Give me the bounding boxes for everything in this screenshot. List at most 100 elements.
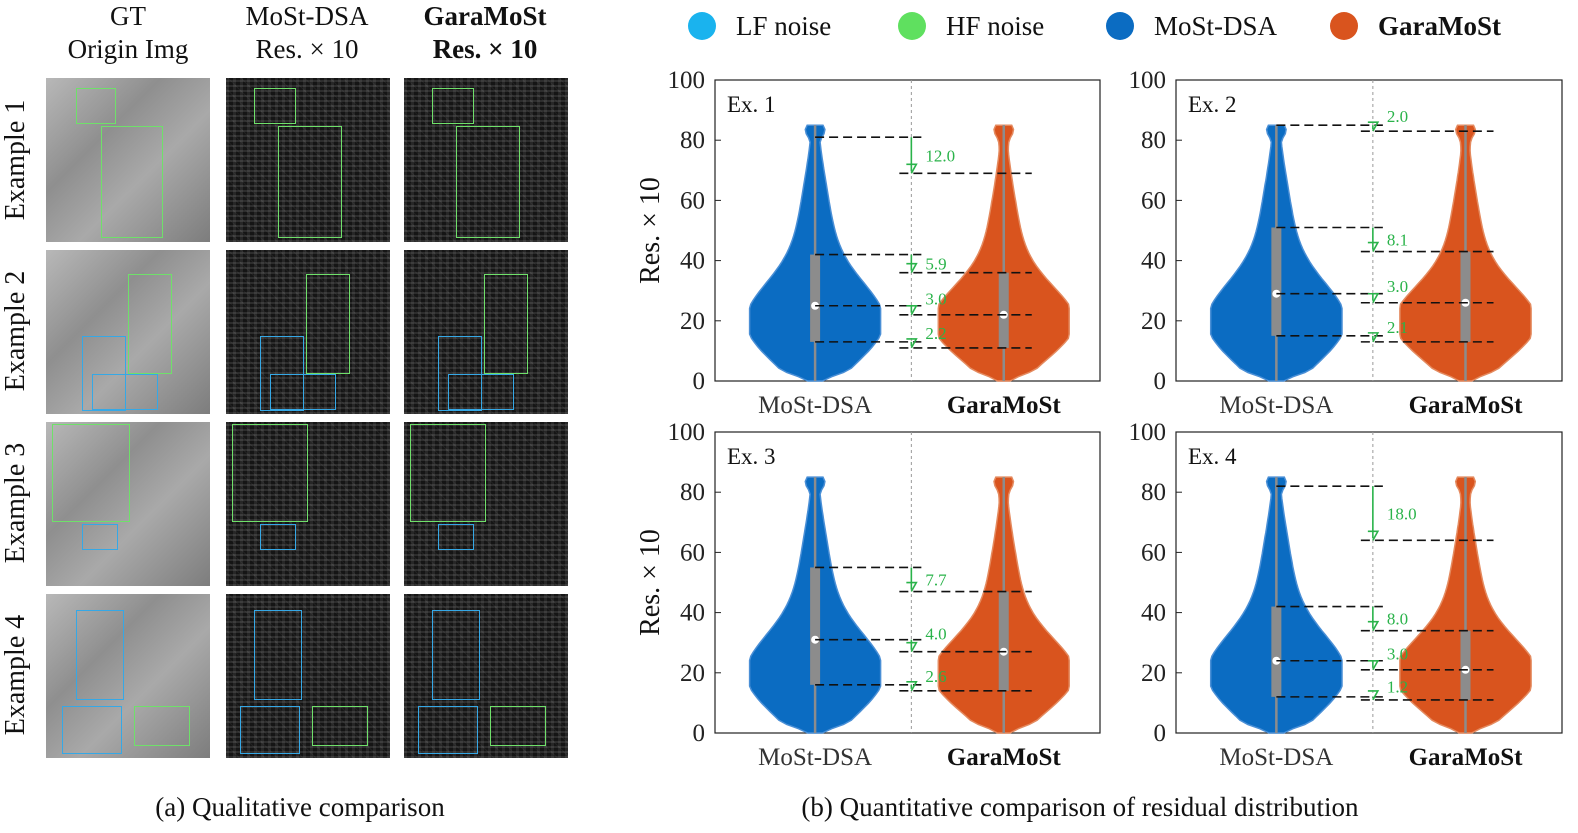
y-tick-label: 100 [1129, 67, 1167, 94]
gap-annotation: 2.2 [925, 324, 946, 343]
iqr-box-gara [998, 591, 1009, 691]
chart-panel-4: 0 20 40 60 80 100 Ex. 4 MoSt-DSA GaraMoSt 18.0 8.0… [1129, 419, 1563, 771]
column-header-line2: Origin Img [67, 34, 189, 64]
y-tick-label: 0 [693, 368, 706, 395]
y-tick-label: 40 [680, 248, 705, 275]
x-tick-label-most: MoSt-DSA [1219, 744, 1333, 771]
axes-frame [714, 431, 1101, 734]
column-header-line1: MoSt-DSA [245, 1, 369, 31]
gt-image-example-4 [46, 594, 210, 758]
gap-arrow-head-icon [906, 262, 918, 274]
most-residual-example-1 [226, 78, 390, 242]
gap-arrow-head-icon [1367, 292, 1380, 304]
garamost-residual-example-1 [404, 78, 568, 242]
most-residual-example-4 [226, 594, 390, 758]
y-tick-label: 100 [668, 67, 706, 94]
gap-annotation: 1.2 [1387, 677, 1408, 696]
y-tick-label: 100 [668, 419, 706, 446]
gap-annotation: 3.0 [1387, 644, 1408, 663]
gap-arrow-head-icon [906, 581, 918, 592]
axes-frame [714, 79, 1101, 382]
y-tick-label: 40 [1141, 600, 1166, 627]
gap-annotation: 18.0 [1387, 504, 1417, 523]
garamost-residual-example-2 [404, 250, 568, 414]
x-tick-label-most: MoSt-DSA [758, 744, 872, 771]
gap-arrow-head-icon [1367, 332, 1380, 343]
y-tick-label: 20 [1141, 660, 1166, 687]
gap-arrow-head-icon [906, 163, 918, 174]
chart-panel-1: 0 20 40 60 80 100 Res. × 10 Ex. 1 MoSt-DSA GaraMo… [635, 67, 1101, 419]
column-header-line2: Res. × 10 [432, 34, 538, 64]
iqr-box-most [1271, 606, 1282, 697]
garamost-residual-example-4 [404, 594, 568, 758]
y-axis-label: Res. × 10 [635, 177, 666, 284]
iqr-box-most [1271, 227, 1282, 336]
y-tick-label: 80 [680, 479, 705, 506]
y-tick-label: 40 [680, 600, 705, 627]
iqr-box-most [810, 567, 821, 685]
y-tick-label: 60 [680, 187, 705, 214]
gap-annotation: 8.0 [1387, 610, 1408, 629]
y-axis-label: Res. × 10 [635, 529, 666, 636]
legend-lf-noise: LF noise [688, 8, 831, 44]
axes-frame [1175, 431, 1563, 734]
garamost-residual-example-3 [404, 422, 568, 586]
gap-annotation: 2.0 [1387, 107, 1408, 126]
gap-arrow-head-icon [1367, 690, 1380, 701]
example-label: Ex. 2 [1188, 92, 1237, 117]
column-header-line1: GaraMoSt [423, 1, 547, 31]
gap-arrow-head-icon [906, 304, 918, 316]
legend-most-dot-icon [1106, 12, 1134, 40]
y-tick-label: 20 [680, 660, 705, 687]
gap-annotation: 7.7 [925, 570, 947, 589]
chart-panel-3: 0 20 40 60 80 100 Res. × 10 Ex. 3 MoSt-DSA GaraMo… [635, 419, 1101, 771]
caption-b: (b) Quantitative comparison of residual … [801, 792, 1359, 822]
gt-image-example-2 [46, 250, 210, 414]
iqr-box-gara [1460, 630, 1471, 700]
x-tick-label-garamost: GaraMoSt [1409, 392, 1524, 419]
gap-annotation: 3.0 [1387, 277, 1408, 296]
y-tick-label: 60 [1141, 539, 1166, 566]
y-tick-label: 100 [1129, 419, 1167, 446]
gt-image-example-1 [46, 78, 210, 242]
column-header-line1: GT [110, 1, 146, 31]
gap-arrow-head-icon [1367, 241, 1380, 252]
y-tick-label: 40 [1141, 248, 1166, 275]
legend-garamost: GaraMoSt [1330, 8, 1501, 44]
column-header-garamost: GaraMoSt Res. × 10 [398, 0, 572, 66]
example-label: Ex. 3 [727, 444, 776, 469]
x-tick-label-most: MoSt-DSA [1219, 392, 1333, 419]
x-tick-label-most: MoSt-DSA [758, 392, 872, 419]
y-tick-label: 80 [1141, 127, 1166, 154]
iqr-box-gara [998, 272, 1009, 348]
x-tick-label-garamost: GaraMoSt [947, 744, 1062, 771]
column-header-gt: GT Origin Img [46, 0, 210, 66]
gap-annotation: 12.0 [925, 146, 955, 165]
column-header-most: MoSt-DSA Res. × 10 [212, 0, 402, 66]
gap-annotation: 5.9 [925, 255, 946, 274]
iqr-box-gara [1460, 251, 1471, 342]
legend-gara-dot-icon [1330, 12, 1358, 40]
y-tick-label: 0 [693, 720, 706, 747]
gt-image-example-3 [46, 422, 210, 586]
y-tick-label: 20 [1141, 308, 1166, 335]
iqr-box-most [810, 254, 821, 342]
gap-arrow-head-icon [1367, 530, 1380, 541]
gap-arrow-head-icon [906, 641, 918, 653]
gap-arrow-head-icon [906, 681, 918, 692]
gap-arrow-head-icon [1367, 659, 1380, 671]
most-residual-example-3 [226, 422, 390, 586]
x-tick-label-garamost: GaraMoSt [1409, 744, 1524, 771]
example-label: Ex. 1 [727, 92, 776, 117]
legend-lf-dot-icon [688, 12, 716, 40]
legend-hf-dot-icon [898, 12, 926, 40]
gap-annotation: 4.0 [925, 625, 946, 644]
caption-a: (a) Qualitative comparison [155, 792, 445, 822]
y-tick-label: 0 [1154, 368, 1167, 395]
y-tick-label: 20 [680, 308, 705, 335]
most-residual-example-2 [226, 250, 390, 414]
example-label: Ex. 4 [1188, 444, 1237, 469]
gap-arrow-head-icon [1367, 620, 1380, 632]
gap-annotation: 3.0 [925, 289, 946, 308]
